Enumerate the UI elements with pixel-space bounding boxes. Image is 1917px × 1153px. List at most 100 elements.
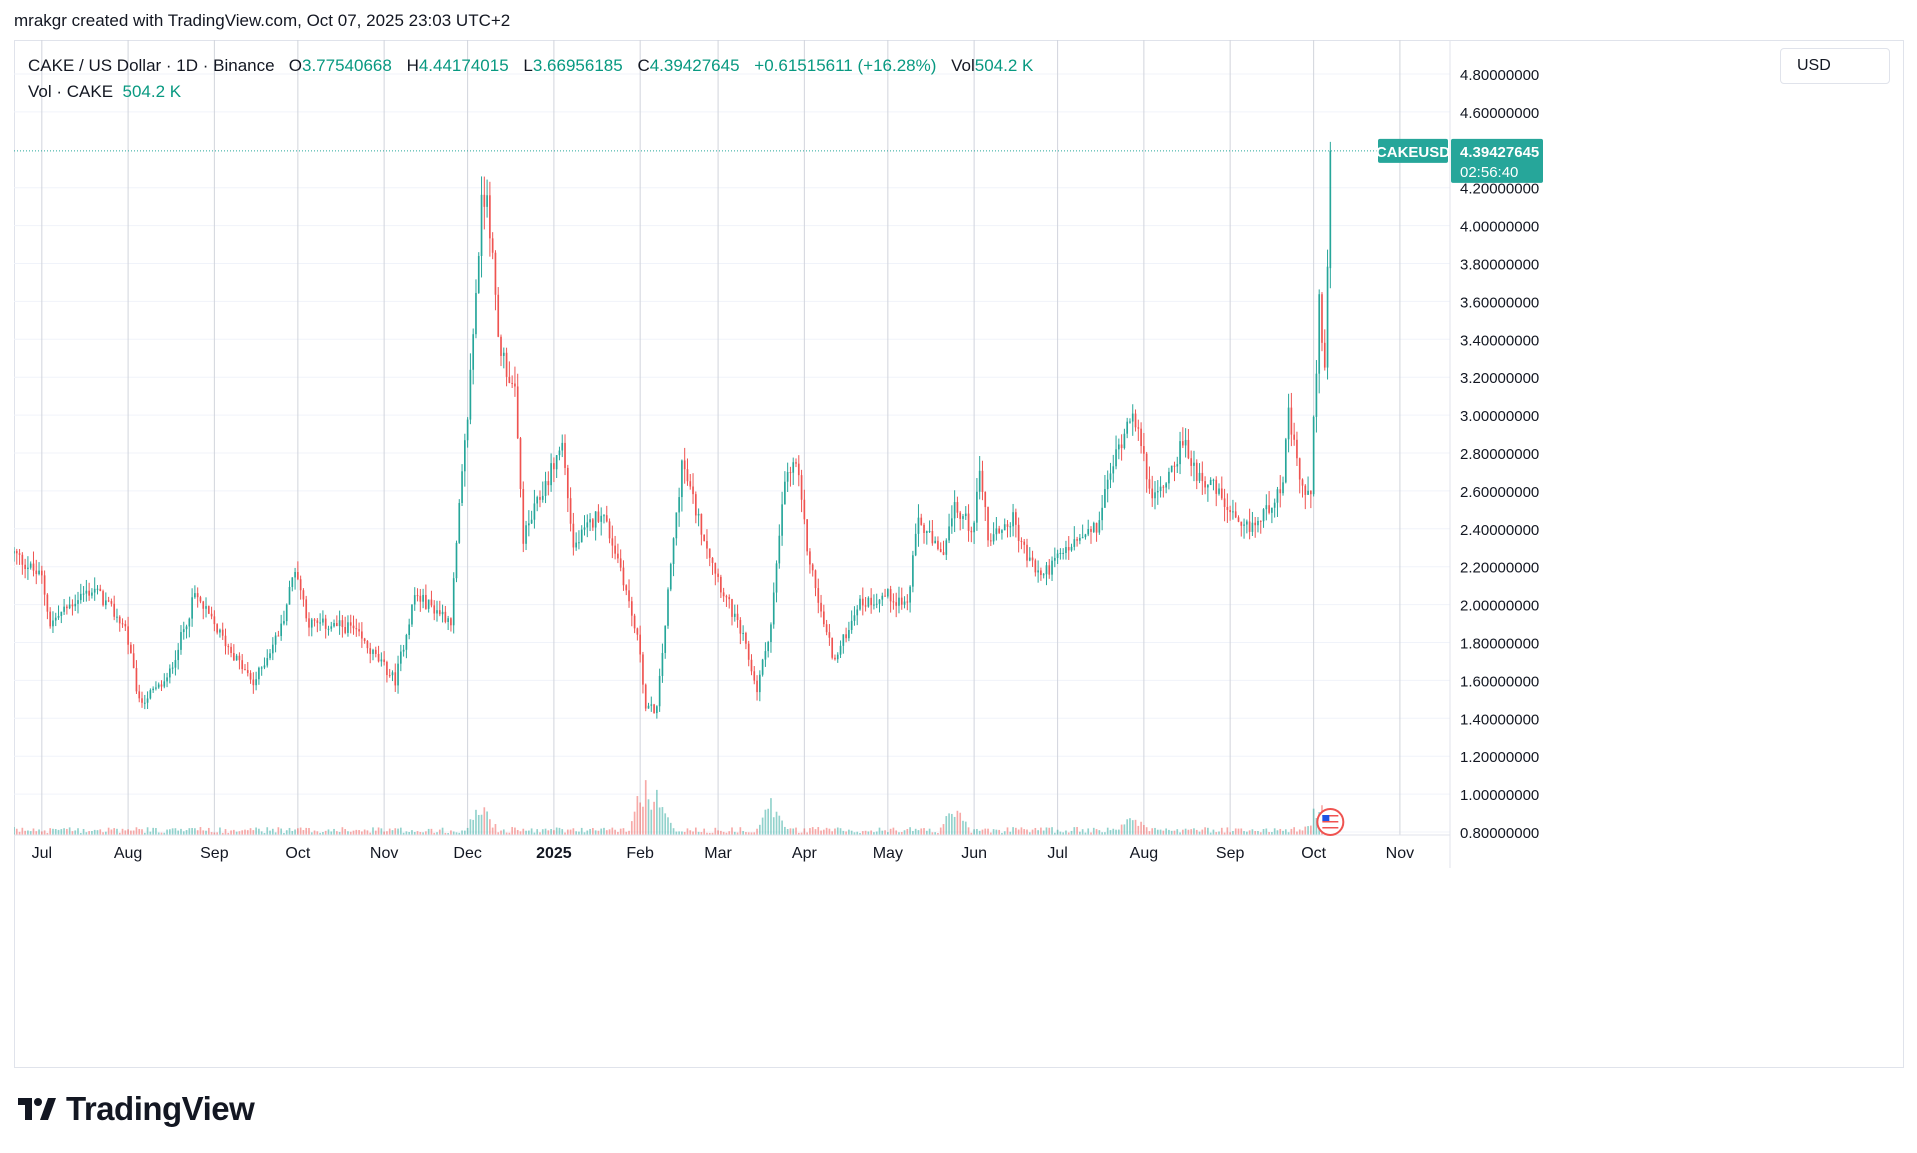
volume-bar — [1296, 831, 1298, 835]
volume-bar — [452, 831, 455, 835]
volume-bar — [235, 831, 238, 835]
volume-bar — [221, 832, 224, 835]
volume-bar — [939, 827, 942, 835]
price-tick-label: 4.60000000 — [1460, 105, 1539, 122]
volume-bar — [402, 832, 405, 835]
close-label: C — [637, 56, 650, 75]
price-tick-label: 3.20000000 — [1460, 370, 1539, 387]
candle-body — [79, 593, 82, 601]
volume-bar — [839, 828, 842, 835]
candle-body — [450, 618, 452, 626]
candle-body — [91, 592, 93, 596]
candle-body — [285, 604, 288, 622]
currency-selector[interactable]: USD — [1780, 48, 1890, 84]
candle-body — [305, 599, 308, 619]
volume-bar — [171, 828, 174, 835]
candle-body — [163, 681, 166, 687]
candle-body — [575, 542, 577, 548]
volume-bar — [246, 830, 249, 835]
volume-indicator-label[interactable]: Vol · CAKE — [28, 82, 114, 101]
volume-bar — [361, 831, 363, 835]
candle-body — [68, 604, 71, 609]
candle-body — [313, 619, 316, 621]
candle-body — [263, 665, 266, 668]
time-tick-label: Sep — [200, 845, 229, 862]
candle-body — [397, 663, 399, 686]
volume-bar — [984, 828, 987, 835]
volume-bar — [1115, 829, 1117, 835]
candle-body — [628, 590, 630, 602]
candle-body — [600, 515, 603, 522]
volume-bar — [511, 827, 513, 835]
candle-body — [444, 611, 447, 622]
candle-body — [394, 672, 397, 686]
candle-body — [1273, 502, 1276, 508]
candle-body — [722, 592, 725, 597]
volume-bar — [703, 828, 706, 835]
candle-body — [1201, 472, 1204, 482]
candle-body — [43, 575, 46, 595]
candle-body — [678, 497, 680, 513]
candle-body — [511, 382, 513, 384]
price-tick-label: 2.80000000 — [1460, 446, 1539, 463]
candles — [14, 141, 1332, 719]
candle-body — [745, 632, 747, 644]
volume-bar — [820, 830, 822, 835]
candle-body — [63, 606, 65, 612]
volume-bar — [135, 827, 138, 835]
candle-body — [199, 597, 202, 602]
candle-body — [834, 657, 836, 660]
volume-bar — [1045, 827, 1048, 835]
candle-body — [308, 618, 310, 628]
candle-body — [1212, 479, 1215, 481]
candle-body — [374, 649, 377, 654]
volume-bar — [614, 829, 616, 835]
volume-bar — [711, 832, 714, 835]
time-tick-label: Nov — [370, 845, 398, 862]
candle-body — [558, 450, 561, 456]
price-tick-label: 3.00000000 — [1460, 408, 1539, 425]
candle-body — [873, 604, 875, 606]
candle-body — [461, 471, 463, 503]
candle-body — [388, 675, 391, 677]
candle-body — [1034, 560, 1037, 573]
volume-bar — [116, 828, 118, 835]
volume-bar — [917, 830, 920, 835]
volume-bar — [653, 801, 655, 835]
candle-body — [519, 438, 522, 490]
volume-bar — [564, 832, 566, 835]
candle-body — [246, 670, 249, 674]
symbol-name[interactable]: CAKE / US Dollar · 1D · Binance — [28, 56, 275, 75]
volume-bar — [1051, 827, 1053, 835]
volume-bar — [27, 830, 29, 835]
candle-body — [361, 631, 363, 639]
candle-body — [675, 512, 678, 539]
volume-bar — [1040, 827, 1042, 835]
time-tick-label: Sep — [1216, 845, 1245, 862]
volume-bar — [533, 832, 536, 835]
volume-bar — [873, 832, 875, 835]
volume-bar — [831, 831, 834, 835]
candle-body — [291, 577, 294, 587]
high-label: H — [406, 56, 419, 75]
candle-body — [700, 513, 703, 535]
volume-bar — [834, 828, 836, 835]
price-chart[interactable]: 4.80000000 4.60000000 4.20000000 4.00000000… — [14, 40, 1904, 1068]
candle-body — [778, 535, 781, 564]
time-tick-label: Feb — [626, 845, 654, 862]
candle-body — [141, 698, 143, 703]
candle-body — [324, 618, 327, 629]
candle-body — [578, 542, 580, 544]
volume-bar — [249, 828, 252, 835]
candle-body — [784, 481, 786, 505]
volume-bar — [1120, 824, 1123, 835]
volume-bar — [689, 830, 692, 835]
time-tick-label: Jul — [1047, 845, 1067, 862]
volume-bar — [475, 809, 477, 835]
volume-bar — [795, 827, 797, 835]
volume-bar — [900, 831, 903, 835]
volume-bar — [887, 832, 889, 835]
candle-body — [803, 499, 806, 520]
candle-body — [550, 463, 552, 486]
price-tag-value: 4.39427645 — [1460, 144, 1539, 161]
